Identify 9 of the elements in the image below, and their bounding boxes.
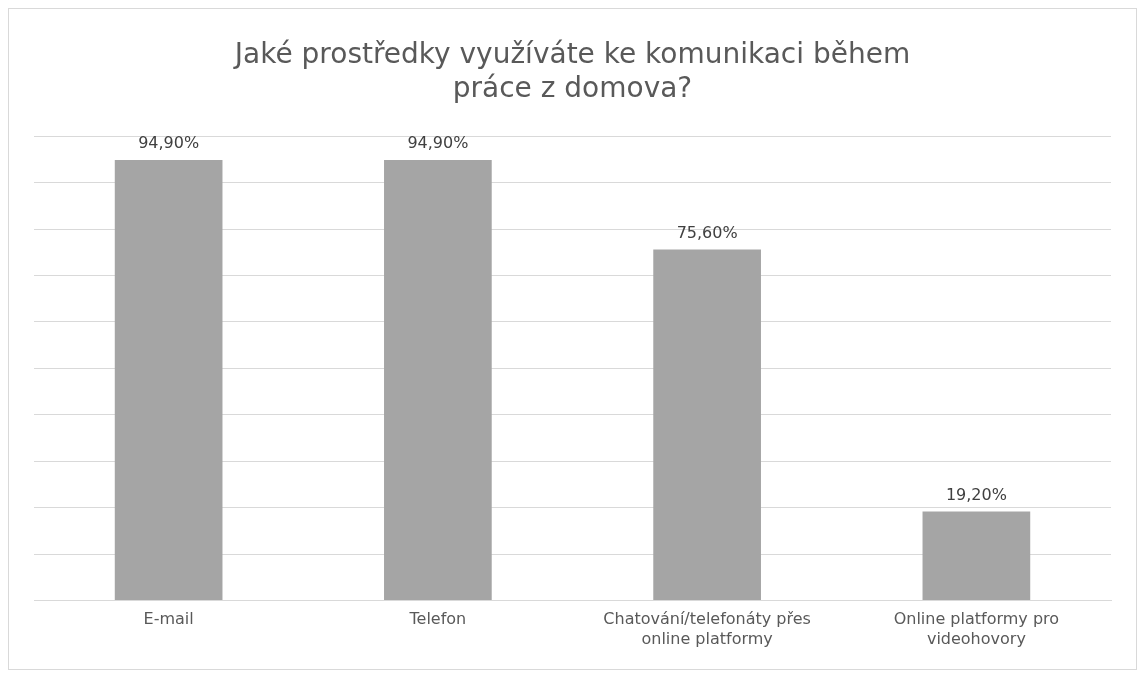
chart-title: Jaké prostředky využíváte ke komunikaci během práce z domova? (232, 37, 911, 104)
x-tick-label: Online platformy pro videohovory (893, 609, 1060, 648)
data-label: 94,90% (138, 133, 200, 153)
data-label: 75,60% (676, 222, 738, 242)
x-tick-label: Chatování/telefonáty přes online platformy (603, 609, 811, 648)
data-label: 94,90% (407, 133, 469, 153)
x-tick-label: E-mail (143, 609, 194, 629)
data-label: 19,20% (945, 484, 1007, 504)
x-tick-label: Telefon (408, 609, 467, 629)
